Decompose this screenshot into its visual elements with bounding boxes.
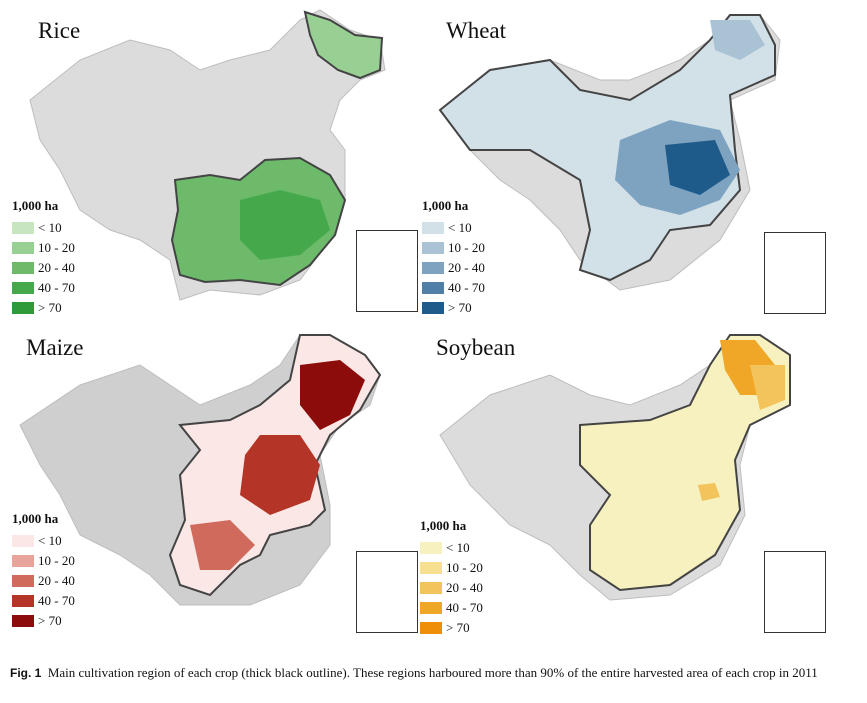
legend-title: 1,000 ha xyxy=(420,518,467,533)
legend-item: 40 - 70 xyxy=(12,591,75,611)
legend-item: 10 - 20 xyxy=(420,558,483,578)
legend: 1,000 ha < 10 10 - 20 20 - 40 40 - 70 > … xyxy=(420,518,483,638)
legend-item: 10 - 20 xyxy=(422,238,485,258)
panel-title: Wheat xyxy=(446,18,507,43)
legend-item: 40 - 70 xyxy=(12,278,75,298)
legend-item: < 10 xyxy=(12,218,75,238)
legend-item: 40 - 70 xyxy=(422,278,485,298)
legend: 1,000 ha < 10 10 - 20 20 - 40 40 - 70 > … xyxy=(422,198,485,318)
legend-item: 20 - 40 xyxy=(422,258,485,278)
legend-item: > 70 xyxy=(422,298,485,318)
legend: 1,000 ha < 10 10 - 20 20 - 40 40 - 70 > … xyxy=(12,198,75,318)
maize-map xyxy=(19,334,382,606)
legend-title: 1,000 ha xyxy=(422,198,469,213)
legend-title: 1,000 ha xyxy=(12,511,59,526)
legend-item: < 10 xyxy=(420,538,483,558)
south-china-sea-inset xyxy=(356,230,418,312)
wheat-map xyxy=(438,14,781,291)
legend-item: < 10 xyxy=(422,218,485,238)
maize-panel: Maize 1,000 ha < 10 10 - 20 20 - 40 40 -… xyxy=(0,325,420,645)
wheat-panel: Wheat 1,000 ha < 10 10 - 20 20 - 40 40 -… xyxy=(422,0,850,320)
caption-text: Main cultivation region of each crop (th… xyxy=(47,665,818,680)
south-china-sea-inset xyxy=(764,232,826,314)
legend-item: > 70 xyxy=(12,298,75,318)
rice-map xyxy=(29,9,386,301)
rice-panel: Rice 1,000 ha < 10 10 - 20 20 - 40 40 - … xyxy=(0,0,420,320)
soybean-panel: Soybean 1,000 ha < 10 10 - 20 20 - 40 40… xyxy=(420,325,850,645)
legend-item: 40 - 70 xyxy=(420,598,483,618)
legend-item: 20 - 40 xyxy=(12,258,75,278)
legend-item: > 70 xyxy=(420,618,483,638)
south-china-sea-inset xyxy=(356,551,418,633)
panel-title: Soybean xyxy=(436,335,516,360)
legend-title: 1,000 ha xyxy=(12,198,59,213)
soybean-map xyxy=(439,334,791,601)
south-china-sea-inset xyxy=(764,551,826,633)
legend-item: 20 - 40 xyxy=(420,578,483,598)
legend-item: 20 - 40 xyxy=(12,571,75,591)
legend-item: 10 - 20 xyxy=(12,238,75,258)
panel-title: Maize xyxy=(26,335,84,360)
panel-title: Rice xyxy=(38,18,81,43)
legend-item: > 70 xyxy=(12,611,75,631)
legend-item: 10 - 20 xyxy=(12,551,75,571)
legend: 1,000 ha < 10 10 - 20 20 - 40 40 - 70 > … xyxy=(12,511,75,631)
caption-label: Fig. 1 xyxy=(10,666,42,680)
legend-item: < 10 xyxy=(12,531,75,551)
figure-caption: Fig. 1 Main cultivation region of each c… xyxy=(10,664,860,682)
